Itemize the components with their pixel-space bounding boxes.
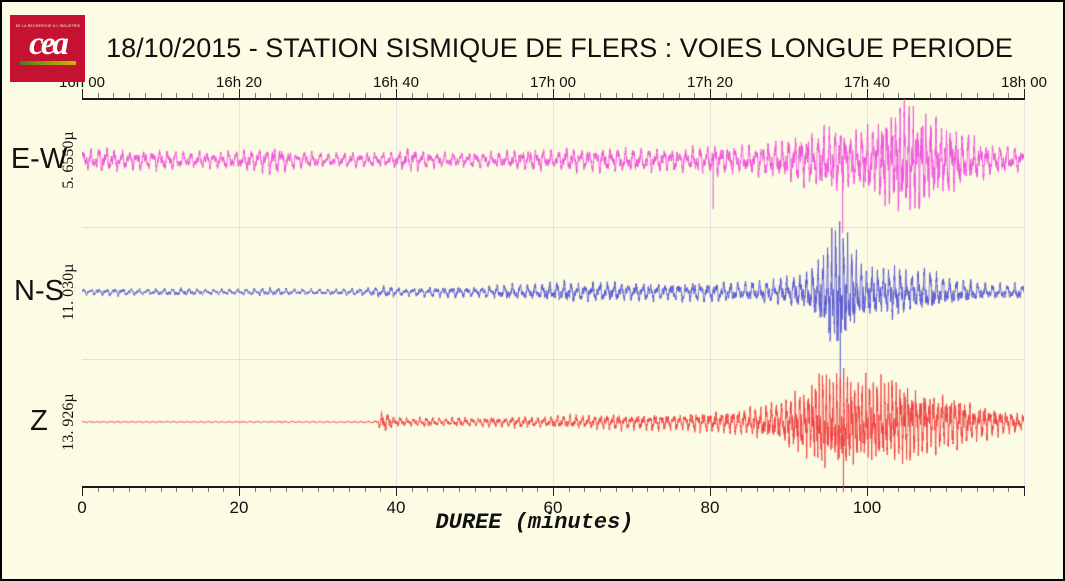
minor-tick (270, 93, 272, 98)
major-tick (710, 89, 711, 98)
minor-tick (411, 93, 413, 98)
major-tick (239, 89, 240, 98)
trace-label-ns: N-S (14, 275, 64, 307)
minor-tick (1008, 93, 1010, 98)
minor-tick (113, 93, 115, 98)
top-axis-label: 16h 40 (373, 74, 419, 91)
minor-tick (647, 93, 649, 98)
minor-tick (819, 93, 821, 98)
minor-tick (505, 93, 507, 98)
page-title: 18/10/2015 - STATION SISMIQUE DE FLERS :… (106, 33, 1013, 63)
x-axis-title: DUREE (minutes) (435, 510, 634, 535)
minor-tick (898, 93, 900, 98)
minor-tick (678, 93, 680, 98)
minor-tick (976, 93, 978, 98)
trace-label-z: Z (30, 405, 48, 437)
top-axis-label: 17h 00 (530, 74, 576, 91)
minor-tick (914, 93, 916, 98)
minor-tick (474, 93, 476, 98)
minor-tick (223, 93, 225, 98)
minor-tick (662, 93, 664, 98)
bottom-axis-label: 40 (386, 498, 406, 517)
major-tick (1024, 89, 1025, 98)
minor-tick (427, 93, 429, 98)
minor-tick (333, 93, 335, 98)
top-axis-label: 16h 20 (216, 74, 262, 91)
minor-tick (317, 93, 319, 98)
minor-tick (835, 93, 837, 98)
minor-tick (741, 93, 743, 98)
minor-tick (254, 93, 256, 98)
minor-tick (286, 93, 288, 98)
minor-tick (961, 93, 963, 98)
minor-tick (804, 93, 806, 98)
minor-tick (694, 93, 696, 98)
minor-tick (929, 93, 931, 98)
minor-tick (191, 93, 193, 98)
bottom-axis-label: 60 (543, 498, 563, 517)
minor-tick (992, 93, 994, 98)
minor-tick (129, 93, 131, 98)
bottom-axis-label: 100 (852, 498, 882, 517)
bottom-axis-label: 0 (77, 498, 87, 517)
major-tick (867, 89, 868, 98)
minor-tick (458, 93, 460, 98)
top-axis-label: 17h 20 (687, 74, 733, 91)
trace-label-ew: E-W (10, 143, 68, 175)
minor-tick (144, 93, 146, 98)
minor-tick (380, 93, 382, 98)
top-axis-label: 17h 40 (844, 74, 890, 91)
minor-tick (757, 93, 759, 98)
major-tick (82, 89, 83, 98)
minor-tick (882, 93, 884, 98)
cea-wordmark: cea (29, 26, 69, 62)
amplitude-label-ew: 5. 6550µ (60, 131, 77, 189)
minor-tick (207, 93, 209, 98)
minor-tick (788, 93, 790, 98)
minor-tick (725, 93, 727, 98)
minor-tick (443, 93, 445, 98)
minor-tick (160, 93, 162, 98)
minor-tick (584, 93, 586, 98)
minor-tick (490, 93, 492, 98)
minor-tick (176, 93, 178, 98)
bottom-axis-label: 80 (700, 498, 720, 517)
minor-tick (301, 93, 303, 98)
major-tick (1024, 488, 1025, 496)
minor-tick (364, 93, 366, 98)
vertical-gridline (1024, 99, 1025, 486)
cea-underline (19, 61, 76, 65)
major-tick (553, 89, 554, 98)
minor-tick (945, 93, 947, 98)
bottom-axis-label: 20 (229, 498, 249, 517)
minor-tick (772, 93, 774, 98)
cea-logo: DE LA RECHERCHE À L'INDUSTRIE cea (10, 15, 85, 82)
amplitude-label-ns: 11. 030µ (60, 263, 77, 321)
cea-tagline: DE LA RECHERCHE À L'INDUSTRIE (15, 23, 80, 28)
minor-tick (631, 93, 633, 98)
minor-tick (568, 93, 570, 98)
minor-tick (348, 93, 350, 98)
seismogram-canvas (82, 99, 1024, 499)
minor-tick (615, 93, 617, 98)
amplitude-label-z: 13. 926µ (60, 393, 77, 451)
minor-tick (851, 93, 853, 98)
minor-tick (97, 93, 99, 98)
minor-tick (521, 93, 523, 98)
minor-tick (600, 93, 602, 98)
minor-tick (537, 93, 539, 98)
major-tick (396, 89, 397, 98)
top-axis-label: 18h 00 (1001, 74, 1047, 91)
